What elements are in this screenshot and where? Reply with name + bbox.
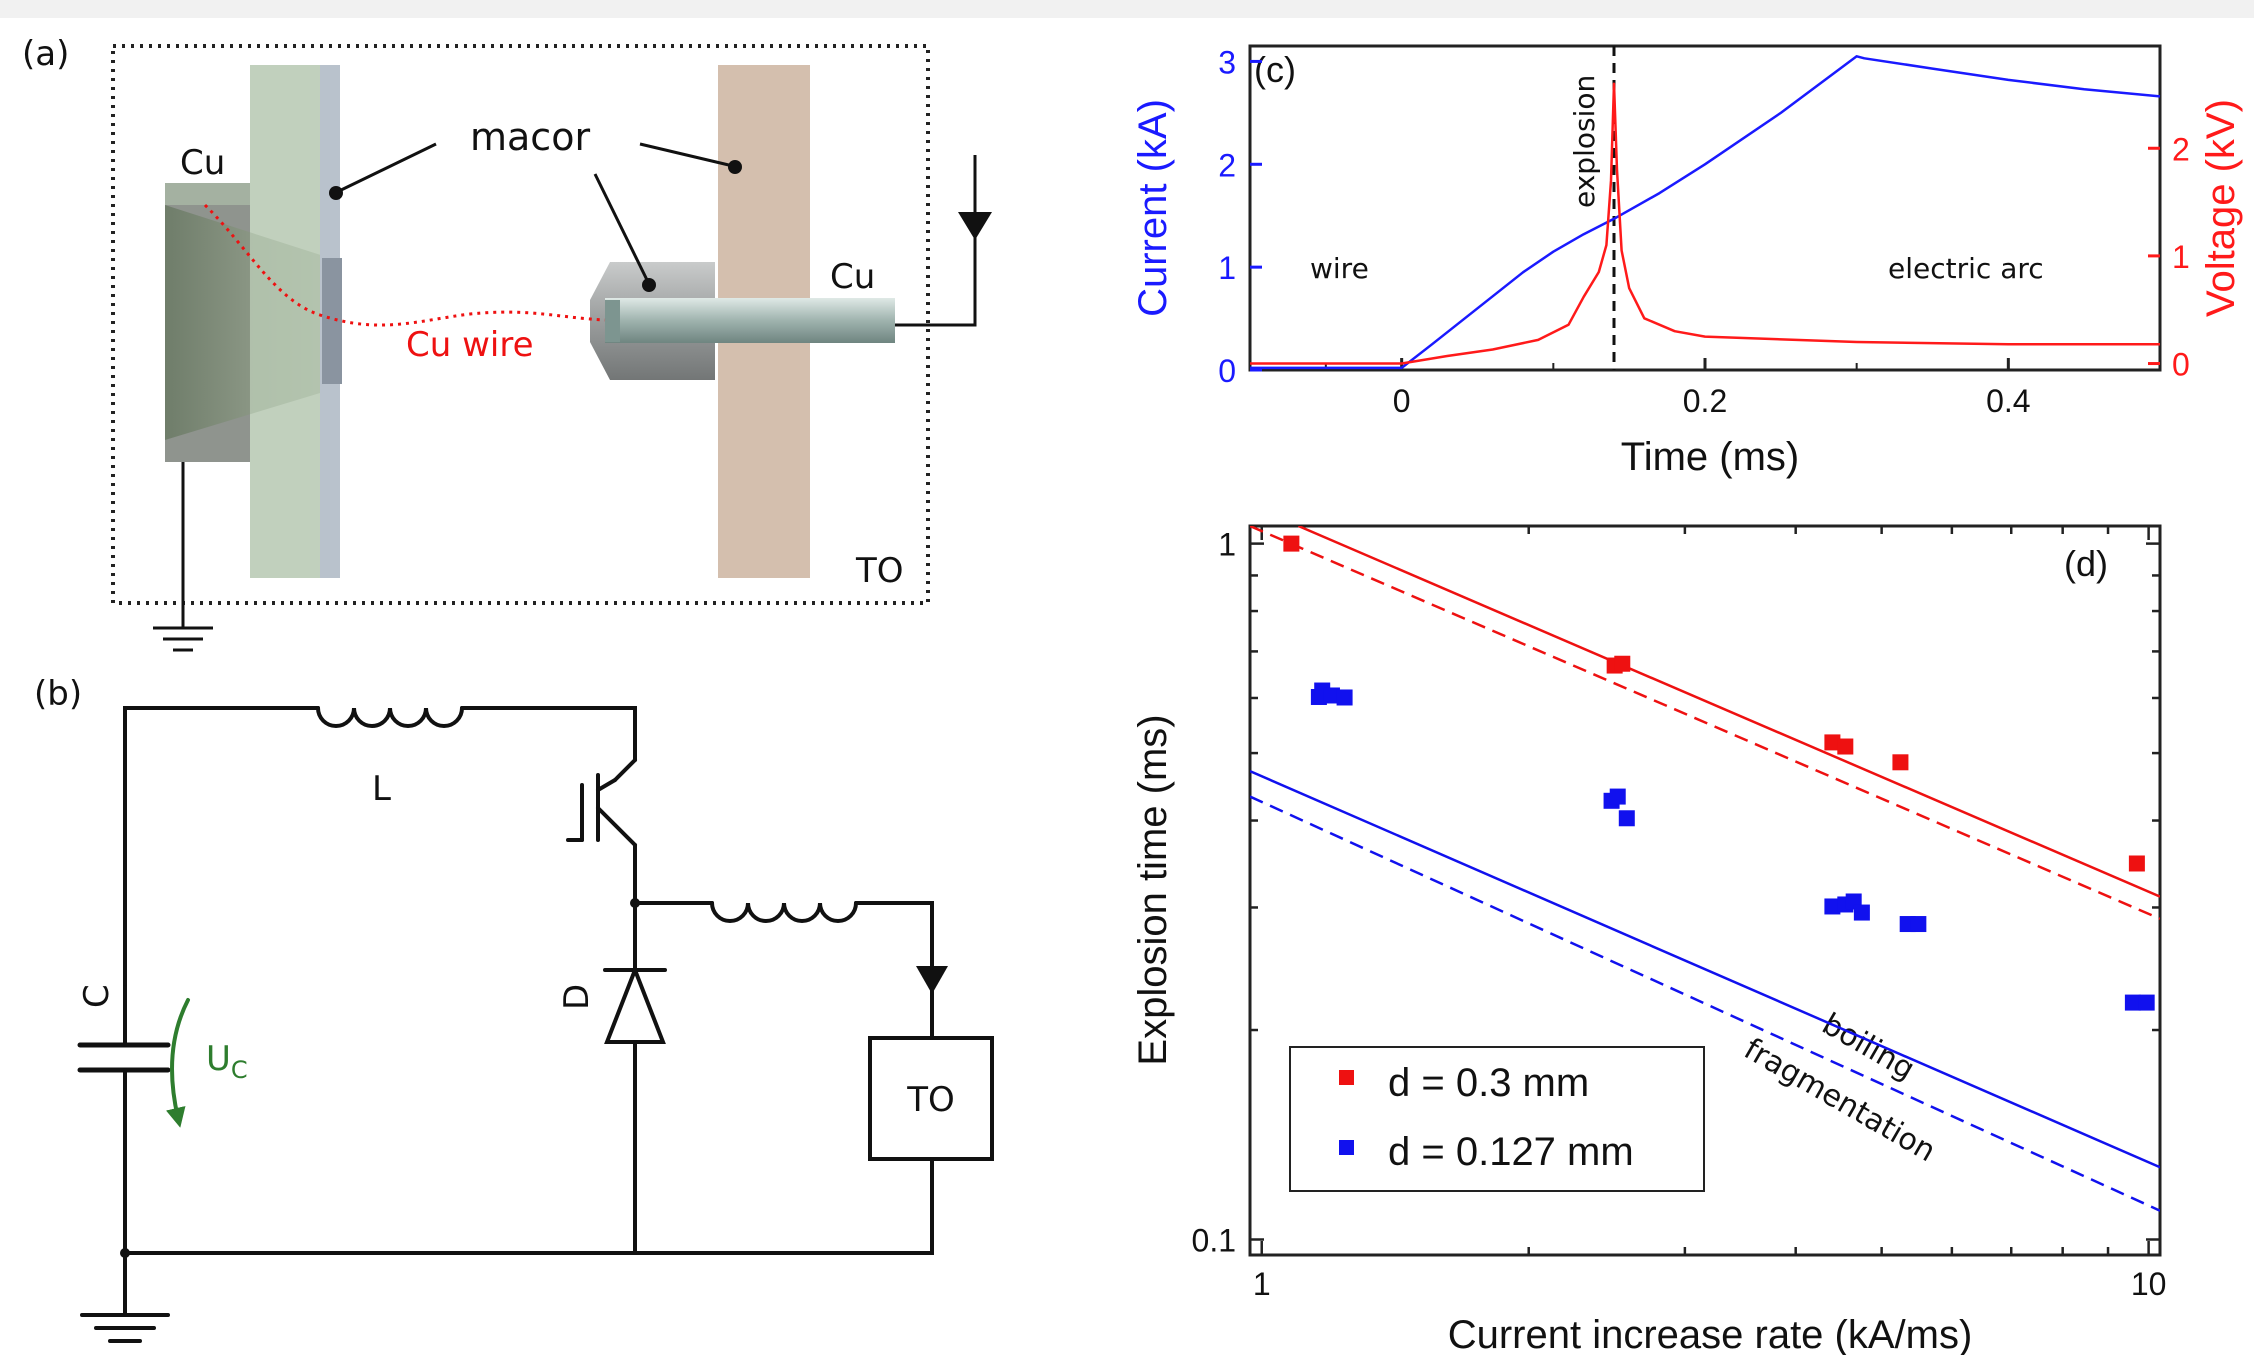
panel-c-label: (c) <box>1254 49 1296 90</box>
current-series-line <box>1250 55 2161 370</box>
chart-c-ylabel-right: Voltage (kV) <box>2199 99 2243 317</box>
chart-c-xlabel: Time (ms) <box>1621 435 1799 479</box>
legend-label-1: d = 0.127 mm <box>1388 1130 1634 1174</box>
panel-b: (b) L D TO <box>34 674 994 1343</box>
chart-d-ytick-label: 1 <box>1218 527 1236 563</box>
macor-pointer-dot-right <box>728 160 742 174</box>
diode-label: D <box>557 984 597 1010</box>
inductor-L <box>316 706 464 728</box>
load-arrow-icon <box>916 966 948 994</box>
model-line-dashed <box>1250 526 2160 920</box>
legend-marker-1 <box>1339 1140 1354 1155</box>
data-point-series-0 <box>1837 738 1854 755</box>
capacitor-C <box>77 1042 171 1073</box>
chart-c-ytick-right-label: 0 <box>2172 347 2190 383</box>
load-label: TO <box>906 1080 955 1120</box>
data-point-series-1 <box>1323 687 1340 704</box>
chart-d-xtick-label: 10 <box>2131 1266 2167 1302</box>
chart-d-xlabel: Current increase rate (kA/ms) <box>1448 1313 1973 1355</box>
inductor-2 <box>710 901 858 923</box>
chart-c-ytick-left-label: 0 <box>1218 353 1236 389</box>
voltage-series-line <box>1250 82 2160 365</box>
data-point-series-0 <box>2128 855 2145 872</box>
chart-d-legend <box>1289 1046 1705 1192</box>
chart-c-ytick-left-label: 1 <box>1218 250 1236 286</box>
diode-D <box>604 964 666 1044</box>
chart-c-xtick-label: 0.2 <box>1683 383 1727 419</box>
model-line-solid <box>1297 526 2160 898</box>
panel-d-label: (d) <box>2064 543 2108 584</box>
data-point-series-0 <box>1614 655 1631 672</box>
data-point-series-1 <box>1824 898 1841 915</box>
model-line-dashed <box>1250 795 2160 1212</box>
voltage-label: UC <box>206 1039 248 1084</box>
data-point-series-1 <box>1853 904 1870 921</box>
chart-d-ylabel: Explosion time (ms) <box>1131 714 1175 1065</box>
top-bar <box>0 0 2254 18</box>
chart-c-ylabel-left: Current (kA) <box>1131 99 1175 317</box>
data-point-series-0 <box>1892 754 1909 771</box>
chart-c-xtick-label: 0 <box>1393 383 1411 419</box>
left-wire-clamp <box>322 258 342 384</box>
current-arrow-icon <box>958 212 992 240</box>
chart-c-ytick-left-label: 2 <box>1218 147 1236 183</box>
ground-icon <box>153 626 213 652</box>
chart-d-ytick-label: 0.1 <box>1192 1222 1236 1258</box>
chart-c-annotation-arc: electric arc <box>1888 252 2044 285</box>
chart-c-annotation-wire: wire <box>1310 252 1369 285</box>
model-line-solid <box>1250 770 2160 1169</box>
panel-a-label: (a) <box>22 34 69 74</box>
inductor-label: L <box>372 769 391 809</box>
chart-d-frame <box>1248 524 2162 1257</box>
data-point-series-0 <box>1824 734 1841 751</box>
right-cu-rod <box>605 298 895 343</box>
capacitor-label: C <box>77 984 117 1008</box>
to-chamber-outline <box>111 44 930 605</box>
data-point-series-1 <box>1336 689 1353 706</box>
cu-right-label: Cu <box>830 257 875 297</box>
legend-marker-0 <box>1339 1070 1354 1085</box>
data-point-series-1 <box>2124 994 2141 1011</box>
ground-icon-b <box>80 1313 170 1343</box>
panel-c-chart: (c) wire electric arc explosion Time (ms… <box>1131 44 2243 479</box>
chart-c-ytick-right-label: 2 <box>2172 131 2190 167</box>
data-point-series-1 <box>1910 916 1927 933</box>
chart-c-xtick-label: 0.4 <box>1986 383 2030 419</box>
chart-c-annotation-explosion: explosion <box>1568 75 1601 208</box>
chart-d-xtick-label: 1 <box>1253 1266 1271 1302</box>
cu-left-label: Cu <box>180 143 225 183</box>
data-point-series-0 <box>1283 535 1300 552</box>
chart-c-frame <box>1248 44 2162 372</box>
chart-c-ytick-left-label: 3 <box>1218 44 1236 80</box>
data-point-series-1 <box>1609 788 1626 805</box>
macor-pointer-dot-left <box>329 186 343 200</box>
data-point-series-1 <box>1618 810 1635 827</box>
cu-wire-label: Cu wire <box>406 325 534 365</box>
macor-pointer-dot-nut <box>642 278 656 292</box>
panel-a: (a) Cu wire Cu macor Cu TO <box>22 34 992 652</box>
chart-c-ytick-right-label: 1 <box>2172 239 2190 275</box>
igbt-switch <box>566 758 637 905</box>
panel-b-label: (b) <box>34 674 82 714</box>
to-label: TO <box>855 551 904 591</box>
legend-label-0: d = 0.3 mm <box>1388 1061 1589 1105</box>
macor-label: macor <box>470 115 590 159</box>
data-point-series-1 <box>2138 994 2155 1011</box>
panel-d-chart: (d) Current increase rate (kA/ms) Explos… <box>1131 524 2167 1355</box>
voltage-arrow-icon <box>165 998 190 1128</box>
